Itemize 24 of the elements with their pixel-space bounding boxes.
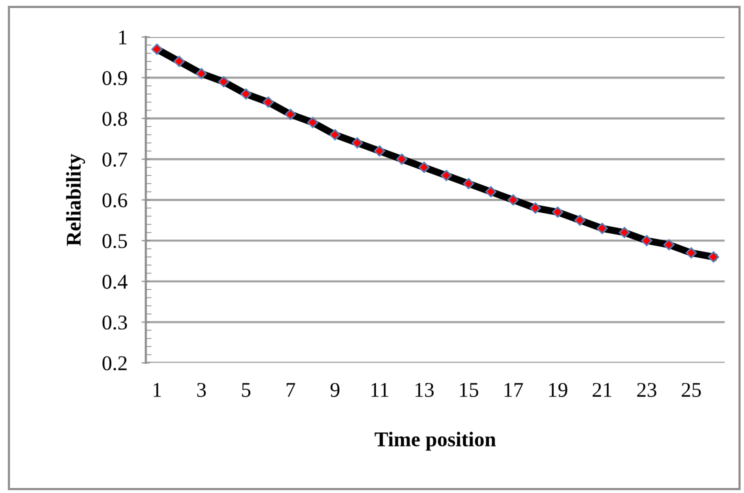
x-tick-label: 7 [286,383,296,397]
x-tick-label: 5 [242,383,250,397]
x-tick-label: 13 [416,382,434,397]
y-tick-label: 0.5 [102,234,127,248]
x-tick-label: 1 [154,382,161,397]
y-tick-label: 0.7 [102,152,128,167]
x-tick-label: 15 [460,382,478,397]
x-tick-label: 3 [197,382,206,397]
y-tick-label: 0.8 [102,112,127,126]
y-tick-label: 0.4 [102,274,128,289]
x-tick-label: 21 [592,382,612,397]
x-tick-label: 11 [371,382,388,397]
x-axis-title: Time position [374,432,496,451]
y-tick-label: 0.6 [102,193,128,208]
x-tick-label: 9 [330,382,340,397]
y-tick-label: 0.9 [102,71,127,86]
y-axis-title: Reliability [66,154,86,246]
x-tick-label: 23 [637,382,656,397]
x-tick-label: 17 [504,382,523,397]
y-tick-label: 1 [119,30,127,44]
y-tick-label: 0.2 [102,356,127,370]
y-tick-label: 0.3 [102,315,127,330]
x-tick-label: 25 [682,382,701,397]
x-tick-label: 19 [549,382,568,397]
